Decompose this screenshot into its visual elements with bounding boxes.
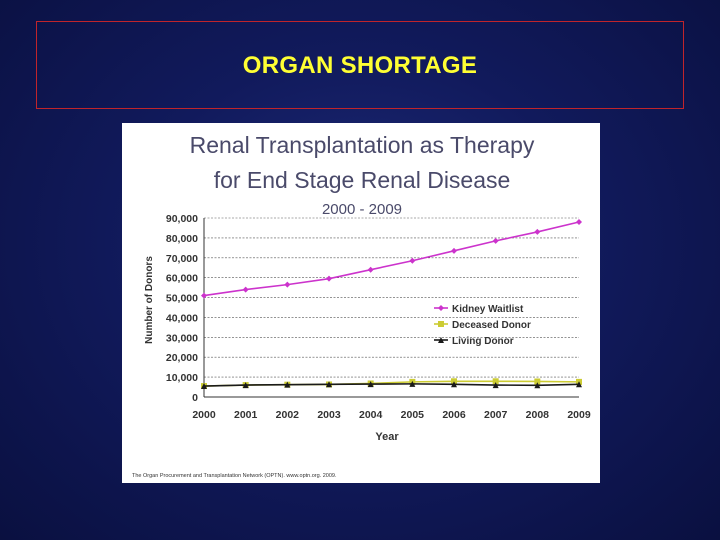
series-line xyxy=(203,383,580,387)
data-point-marker xyxy=(576,218,582,225)
chart-footnote: The Organ Procurement and Transplantatio… xyxy=(132,473,337,479)
data-point-marker xyxy=(201,383,207,390)
data-point-marker xyxy=(409,380,416,387)
data-point-marker xyxy=(534,378,541,385)
legend-label: Kidney Waitlist xyxy=(452,304,524,315)
y-tick-label: 0 xyxy=(192,392,198,404)
x-tick-label: 2009 xyxy=(567,409,591,421)
data-point-marker xyxy=(534,382,541,389)
y-tick-label: 40,000 xyxy=(166,312,198,324)
data-point-marker xyxy=(492,382,499,389)
data-point-marker xyxy=(438,321,444,327)
y-tick-label: 70,000 xyxy=(166,253,198,265)
y-tick-label: 80,000 xyxy=(166,233,198,245)
x-tick-label: 2002 xyxy=(276,409,300,421)
chart-image: Renal Transplantation as Therapy for End… xyxy=(122,123,600,483)
x-tick-label: 2007 xyxy=(484,409,508,421)
legend-label: Living Donor xyxy=(452,336,514,347)
chart-series xyxy=(201,218,582,390)
y-tick-label: 50,000 xyxy=(166,293,198,305)
chart-title-line-1: Renal Transplantation as Therapy xyxy=(190,132,535,158)
slide-title: ORGAN SHORTAGE xyxy=(242,52,478,79)
data-point-marker xyxy=(451,381,457,388)
data-point-marker xyxy=(576,381,582,388)
x-tick-label: 2003 xyxy=(317,409,341,421)
data-point-marker xyxy=(492,378,499,385)
data-point-marker xyxy=(492,237,499,244)
data-point-marker xyxy=(284,281,291,288)
data-point-marker xyxy=(438,305,444,311)
data-point-marker xyxy=(534,228,541,235)
chart-legend: Kidney Waitlist Deceased Donor Living Dono… xyxy=(434,304,531,347)
legend-label: Deceased Donor xyxy=(452,320,531,331)
y-tick-label: 60,000 xyxy=(166,273,198,285)
data-point-marker xyxy=(438,337,444,343)
y-tick-label: 20,000 xyxy=(166,352,198,364)
data-point-marker xyxy=(367,266,374,273)
data-point-marker xyxy=(326,275,332,282)
y-tick-label: 10,000 xyxy=(166,372,198,384)
y-axis-label: Number of Donors xyxy=(144,256,155,344)
x-tick-label: 2004 xyxy=(359,409,383,421)
series-line xyxy=(203,221,580,297)
data-point-marker xyxy=(367,381,374,388)
data-point-marker xyxy=(242,382,249,389)
x-tick-label: 2005 xyxy=(401,409,425,421)
data-point-marker xyxy=(326,381,332,388)
x-tick-label: 2008 xyxy=(526,409,550,421)
data-point-marker xyxy=(242,286,249,293)
y-tick-label: 90,000 xyxy=(166,213,198,225)
x-tick-label: 2006 xyxy=(442,409,466,421)
renal-transplant-line-chart: Renal Transplantation as Therapy for End… xyxy=(122,123,600,483)
chart-subtitle: 2000 - 2009 xyxy=(322,201,402,218)
data-point-marker xyxy=(451,247,457,254)
slide-title-box xyxy=(36,21,684,109)
x-axis-label: Year xyxy=(375,431,399,443)
chart-axes: 0 10,000 20,000 30,000 40,000 50,000 60,000 70,… xyxy=(166,213,591,421)
data-point-marker xyxy=(409,257,416,264)
x-tick-label: 2001 xyxy=(234,409,258,421)
chart-background xyxy=(122,123,600,483)
chart-title-line-2: for End Stage Renal Disease xyxy=(214,167,511,193)
x-tick-label: 2000 xyxy=(192,409,216,421)
data-point-marker xyxy=(201,292,207,299)
y-tick-label: 30,000 xyxy=(166,332,198,344)
data-point-marker xyxy=(284,381,291,388)
